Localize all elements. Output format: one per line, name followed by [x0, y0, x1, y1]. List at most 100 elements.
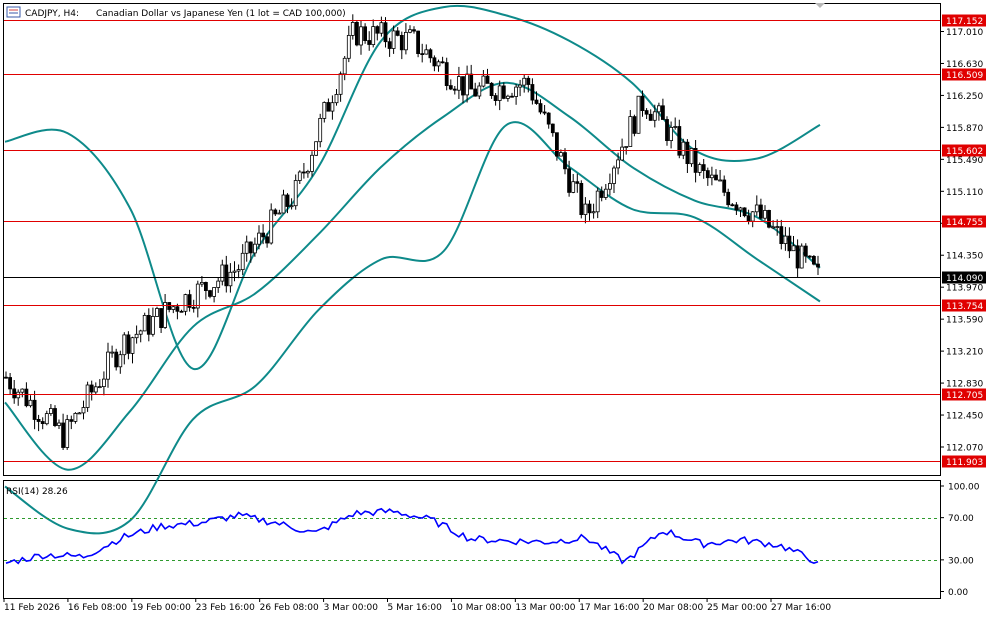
main-chart-frame — [3, 3, 941, 476]
price-tick-label: 117.010 — [946, 28, 983, 38]
candle-body — [501, 85, 506, 99]
candle-body — [293, 180, 298, 207]
level-label: 113.754 — [946, 302, 983, 312]
level-label-bg — [942, 144, 986, 157]
candle-body — [734, 204, 739, 211]
price-tick-label: 113.210 — [946, 348, 983, 358]
candle-body — [730, 204, 735, 207]
price-tick-label: 113.970 — [946, 284, 983, 294]
candle-body — [305, 170, 310, 174]
candle-body — [379, 22, 384, 34]
candle-body — [289, 205, 294, 208]
level-label: 115.602 — [946, 147, 983, 157]
candle-body — [73, 412, 78, 422]
candle-body — [522, 77, 527, 86]
candle-body — [481, 75, 486, 87]
current-price-line: 114.090 — [4, 271, 986, 284]
candle-body — [710, 174, 714, 179]
candle-body — [257, 232, 261, 245]
candle-body — [236, 269, 241, 272]
chart-icon — [6, 6, 21, 18]
level-label: 117.152 — [946, 17, 983, 27]
candle-body — [20, 388, 25, 393]
candle-body — [326, 102, 331, 112]
candle-body — [620, 146, 624, 161]
candle-body — [412, 29, 416, 32]
candle-body — [330, 102, 335, 112]
candle-body — [812, 255, 816, 265]
candle-body — [232, 270, 237, 273]
candle-body — [583, 203, 588, 216]
candle-body — [677, 126, 682, 156]
candle-body — [110, 351, 114, 354]
candle-body — [673, 126, 678, 128]
candle-body — [224, 264, 229, 287]
candle-body — [452, 88, 457, 91]
candle-body — [297, 171, 302, 181]
rsi-tick-label: 0.00 — [948, 588, 968, 598]
candle-body — [146, 314, 151, 335]
chart-symbol: CADJPY, H4: — [25, 9, 79, 19]
candle-body — [461, 76, 465, 96]
candle-body — [371, 26, 376, 46]
candle-body — [350, 21, 355, 36]
candle-body — [701, 164, 706, 172]
candle-body — [424, 49, 429, 55]
candle-body — [175, 306, 180, 312]
candle-body — [334, 94, 339, 104]
candle-body — [338, 73, 343, 95]
candle-body — [803, 245, 808, 257]
price-tick-label: 115.490 — [946, 156, 983, 166]
candle-body — [608, 183, 612, 190]
candle-body — [53, 408, 57, 427]
candle-body — [277, 212, 282, 215]
candle-body — [750, 211, 755, 222]
time-tick-label: 17 Mar 16:00 — [579, 603, 639, 613]
price-tick-label: 116.250 — [946, 92, 983, 102]
candle-body — [816, 263, 820, 268]
candle-body — [142, 314, 147, 332]
level-label-bg — [942, 14, 986, 27]
candle-body — [44, 413, 49, 425]
candle-body — [603, 188, 608, 198]
candle-body — [36, 418, 41, 422]
candle-body — [171, 306, 176, 310]
candle-body — [571, 181, 576, 193]
candle-body — [240, 252, 245, 271]
candle-body — [807, 255, 812, 258]
horizontal-levels: 117.152 116.509 115.602 114.755 113.754 112.7… — [4, 14, 986, 468]
candle-body — [591, 211, 596, 214]
candle-body — [624, 146, 629, 148]
rsi-tick-label: 30.00 — [948, 556, 974, 566]
candle-body — [489, 82, 494, 97]
candle-body — [705, 170, 710, 179]
candle-body — [738, 207, 743, 211]
price-tick-label: 116.630 — [946, 60, 983, 70]
candle-body — [505, 95, 510, 99]
candle-body — [644, 110, 649, 115]
candle-body — [203, 281, 208, 291]
rsi-chart-frame — [3, 480, 941, 599]
candle-body — [759, 204, 763, 219]
candle-body — [199, 281, 204, 285]
candle-body — [346, 35, 351, 59]
candle-body — [436, 61, 441, 67]
candle-body — [689, 147, 694, 165]
candle-body — [575, 181, 580, 184]
time-tick-label: 25 Mar 00:00 — [707, 603, 767, 613]
candle-body — [220, 264, 225, 282]
price-tick-label: 115.110 — [946, 188, 983, 198]
candle-body — [375, 26, 380, 34]
candle-body — [81, 407, 86, 414]
current-price-label-bg — [942, 271, 986, 284]
time-tick-label: 16 Feb 08:00 — [68, 603, 127, 613]
level-label-bg — [942, 299, 986, 312]
candle-body — [183, 294, 188, 312]
bollinger-upper-band — [4, 4, 821, 370]
candle-body — [318, 118, 323, 143]
candle-body — [4, 376, 8, 379]
candle-body — [138, 330, 143, 335]
candle-body — [61, 422, 65, 448]
level-label-bg — [942, 68, 986, 81]
candle-body — [775, 226, 780, 229]
